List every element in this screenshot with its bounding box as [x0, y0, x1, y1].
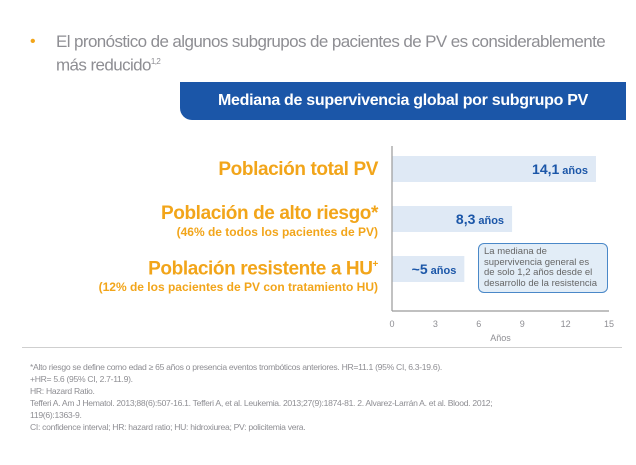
footnote-line: 119(6):1363-9. [30, 410, 82, 420]
row-label-hu-resistant: Población resistente a HU+ (12% de los p… [98, 258, 379, 295]
footnote-line: Tefferi A. Am J Hematol. 2013;88(6):507-… [30, 398, 493, 408]
footnote-line: +HR= 5.6 (95% CI, 2.7-11.9). [30, 374, 133, 384]
bar [392, 256, 465, 282]
resistance-note-box: La mediana de supervivencia general es d… [478, 243, 608, 293]
row-label-total: Población total PV [218, 159, 378, 180]
chart-title-banner: Mediana de supervivencia global por subg… [180, 82, 626, 120]
bar-value-label: 8,3 años [456, 211, 504, 227]
bullet-marker: • [30, 33, 36, 50]
footnote-line: *Alto riesgo se define como edad ≥ 65 añ… [30, 362, 442, 372]
x-tick-label: 6 [476, 319, 481, 329]
bullet-refs: 1,2 [150, 57, 161, 66]
footnotes: *Alto riesgo se define como edad ≥ 65 añ… [30, 361, 610, 433]
footnote-line: CI: confidence interval; HR: hazard rati… [30, 422, 306, 432]
x-tick-label: 12 [561, 319, 571, 329]
row-label-high-risk: Población de alto riesgo* (46% de todos … [161, 203, 378, 239]
footnote-line: HR: Hazard Ratio. [30, 386, 95, 396]
x-tick-label: 9 [520, 319, 525, 329]
bullet-text: El pronóstico de algunos subgrupos de pa… [56, 32, 606, 75]
x-tick-label: 15 [604, 319, 614, 329]
bar [392, 206, 513, 232]
footnote-separator [22, 347, 622, 348]
x-tick-label: 3 [433, 319, 438, 329]
bar-value-label: ~5 años [412, 261, 457, 277]
x-tick-label: 0 [389, 319, 394, 329]
bar [392, 156, 596, 182]
x-axis-title: Años [490, 333, 511, 343]
